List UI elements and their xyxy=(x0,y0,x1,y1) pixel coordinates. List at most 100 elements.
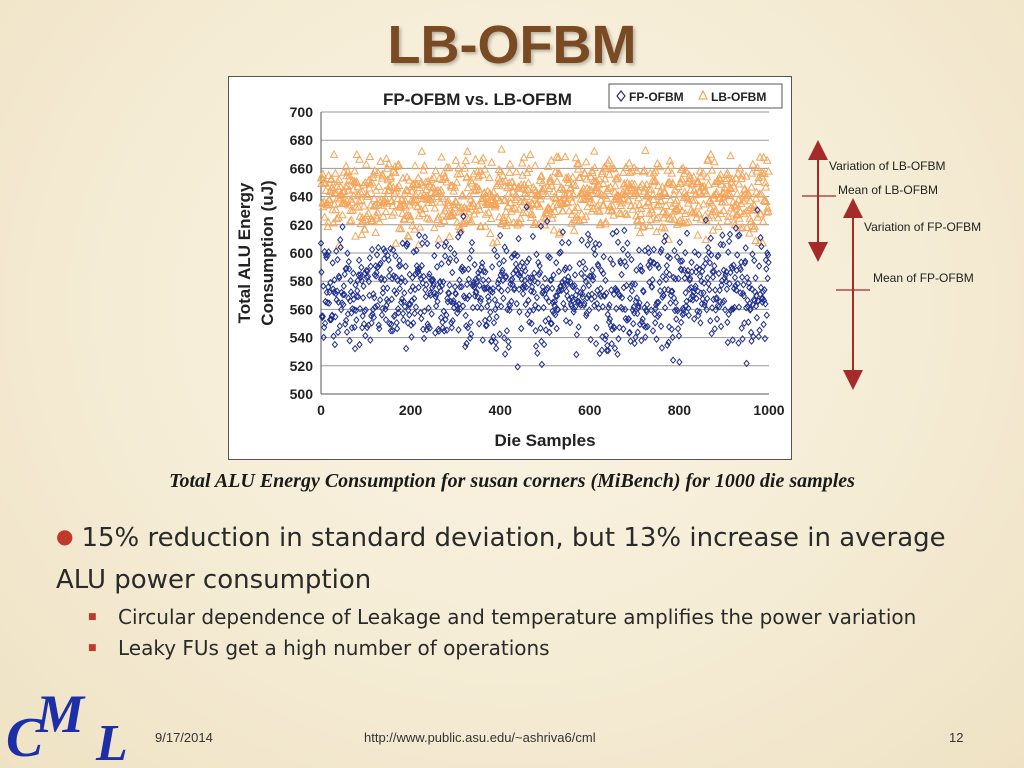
data-point-fp-ofbm xyxy=(693,294,700,303)
data-point-fp-ofbm xyxy=(574,287,581,295)
data-point-fp-ofbm xyxy=(493,344,500,353)
data-point-fp-ofbm xyxy=(559,228,567,236)
data-point-fp-ofbm xyxy=(488,263,496,271)
data-point-fp-ofbm xyxy=(643,306,650,314)
data-point-fp-ofbm xyxy=(764,249,771,257)
data-point-fp-ofbm xyxy=(418,261,425,270)
data-point-fp-ofbm xyxy=(535,258,542,267)
data-point-lb-ofbm xyxy=(758,216,768,225)
data-point-fp-ofbm xyxy=(354,287,361,295)
data-point-fp-ofbm xyxy=(661,237,668,246)
data-point-lb-ofbm xyxy=(624,196,634,205)
data-point-fp-ofbm xyxy=(367,262,374,271)
data-point-lb-ofbm xyxy=(683,194,693,203)
footer-url[interactable]: http://www.public.asu.edu/~ashriva6/cml xyxy=(364,730,596,745)
data-point-fp-ofbm xyxy=(612,286,619,295)
data-point-fp-ofbm xyxy=(449,268,456,277)
data-point-lb-ofbm xyxy=(690,195,699,204)
data-point-lb-ofbm xyxy=(478,170,488,179)
data-point-fp-ofbm xyxy=(377,259,384,268)
data-point-fp-ofbm xyxy=(560,281,567,290)
y-axis-label-line1: Total ALU Energy xyxy=(235,182,254,323)
data-point-fp-ofbm xyxy=(375,243,382,252)
data-point-lb-ofbm xyxy=(617,198,626,207)
data-point-fp-ofbm xyxy=(373,268,380,277)
data-point-lb-ofbm xyxy=(452,177,462,186)
data-point-lb-ofbm xyxy=(522,168,532,177)
chart-caption: Total ALU Energy Consumption for susan c… xyxy=(169,470,855,492)
data-point-fp-ofbm xyxy=(684,266,692,275)
data-point-lb-ofbm xyxy=(554,152,563,161)
data-point-fp-ofbm xyxy=(711,262,718,270)
data-point-lb-ofbm xyxy=(498,170,508,179)
data-point-lb-ofbm xyxy=(365,179,375,188)
data-point-lb-ofbm xyxy=(731,173,741,182)
data-point-fp-ofbm xyxy=(404,319,412,327)
data-point-fp-ofbm xyxy=(623,316,631,325)
data-point-fp-ofbm xyxy=(606,315,614,323)
data-point-fp-ofbm xyxy=(730,305,737,313)
data-point-lb-ofbm xyxy=(736,223,746,232)
data-point-fp-ofbm xyxy=(328,315,335,324)
data-point-fp-ofbm xyxy=(363,323,371,332)
data-point-fp-ofbm xyxy=(678,318,685,327)
data-point-lb-ofbm xyxy=(439,216,449,225)
data-point-lb-ofbm xyxy=(338,210,347,219)
data-point-fp-ofbm xyxy=(318,268,325,276)
data-point-fp-ofbm xyxy=(613,304,620,313)
data-point-fp-ofbm xyxy=(420,272,427,281)
data-point-lb-ofbm xyxy=(662,190,672,200)
data-point-fp-ofbm xyxy=(342,316,350,325)
data-point-fp-ofbm xyxy=(514,363,521,371)
data-point-fp-ofbm xyxy=(344,249,351,258)
data-point-fp-ofbm xyxy=(499,266,506,275)
data-point-fp-ofbm xyxy=(531,301,539,310)
data-point-lb-ofbm xyxy=(605,169,614,178)
data-point-fp-ofbm xyxy=(548,276,555,284)
data-point-lb-ofbm xyxy=(507,177,517,186)
data-point-lb-ofbm xyxy=(661,200,671,209)
data-point-lb-ofbm xyxy=(736,198,746,207)
data-point-fp-ofbm xyxy=(639,267,646,275)
data-point-fp-ofbm xyxy=(337,236,344,244)
data-point-fp-ofbm xyxy=(335,298,342,307)
data-point-lb-ofbm xyxy=(542,191,552,200)
data-point-lb-ofbm xyxy=(463,146,472,155)
data-point-lb-ofbm xyxy=(413,201,423,210)
data-point-lb-ofbm xyxy=(431,166,441,175)
data-point-lb-ofbm xyxy=(625,167,635,176)
data-point-fp-ofbm xyxy=(354,276,361,285)
data-point-fp-ofbm xyxy=(585,281,593,290)
data-point-lb-ofbm xyxy=(503,214,513,223)
data-point-fp-ofbm xyxy=(380,245,387,253)
data-point-lb-ofbm xyxy=(564,206,574,215)
data-point-fp-ofbm xyxy=(450,297,457,305)
data-point-fp-ofbm xyxy=(374,301,381,310)
data-point-lb-ofbm xyxy=(632,166,642,175)
data-point-fp-ofbm xyxy=(319,312,326,321)
data-point-fp-ofbm xyxy=(607,255,614,264)
data-point-fp-ofbm xyxy=(677,257,684,266)
data-point-lb-ofbm xyxy=(524,178,533,187)
data-point-lb-ofbm xyxy=(420,203,430,212)
data-point-fp-ofbm xyxy=(740,280,747,289)
data-point-lb-ofbm xyxy=(647,207,657,216)
data-point-fp-ofbm xyxy=(650,245,658,254)
data-point-lb-ofbm xyxy=(703,154,713,163)
data-point-lb-ofbm xyxy=(403,186,412,195)
data-point-fp-ofbm xyxy=(658,245,665,254)
data-point-lb-ofbm xyxy=(479,193,488,202)
data-point-fp-ofbm xyxy=(631,339,638,348)
data-point-fp-ofbm xyxy=(453,256,460,264)
data-point-lb-ofbm xyxy=(425,214,434,223)
data-point-fp-ofbm xyxy=(497,302,505,311)
data-point-fp-ofbm xyxy=(663,268,670,276)
data-point-fp-ofbm xyxy=(601,292,608,300)
data-point-lb-ofbm xyxy=(735,207,745,216)
data-point-fp-ofbm xyxy=(445,289,453,298)
data-point-lb-ofbm xyxy=(718,188,728,197)
data-point-fp-ofbm xyxy=(589,266,596,274)
data-point-lb-ofbm xyxy=(681,166,691,175)
data-point-lb-ofbm xyxy=(640,165,649,174)
data-point-fp-ofbm xyxy=(646,263,653,272)
